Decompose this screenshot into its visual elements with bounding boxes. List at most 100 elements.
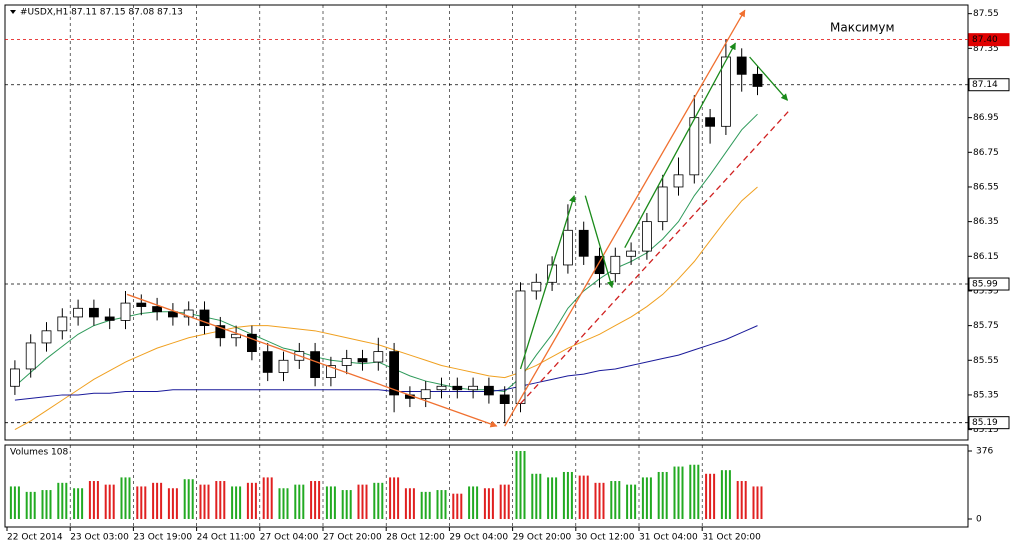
volume-bar	[250, 482, 253, 519]
candle-body	[262, 351, 273, 373]
volume-bar	[203, 484, 206, 519]
volume-bar	[634, 484, 637, 519]
candle-body	[341, 358, 352, 366]
volume-bar	[219, 481, 222, 519]
x-tick-label: 28 Oct 12:00	[386, 533, 445, 543]
candle-body	[563, 229, 573, 266]
volume-bar	[73, 488, 76, 519]
volume-bar	[381, 482, 384, 519]
y-tick-label: 86.35	[973, 217, 999, 227]
volume-bar	[472, 486, 475, 519]
level-label: 87.14	[972, 80, 998, 90]
menu-triangle	[10, 10, 16, 14]
volume-bar	[535, 473, 538, 519]
volume-bar	[673, 466, 676, 519]
volume-bar	[81, 488, 84, 519]
volume-bar	[92, 481, 95, 519]
y-tick-label: 85.95	[973, 286, 999, 296]
volume-bar	[144, 486, 147, 519]
candle-body	[73, 307, 83, 318]
volume-bar	[104, 484, 107, 519]
y-tick-label: 85.15	[973, 425, 999, 435]
candle-body	[721, 56, 731, 127]
volume-bar	[412, 488, 415, 519]
candle-body	[310, 351, 321, 379]
volume-bar	[302, 484, 305, 519]
volume-bar	[357, 484, 360, 519]
x-tick-label: 31 Oct 20:00	[702, 533, 761, 543]
volume-bar	[397, 477, 400, 519]
volume-bar	[349, 490, 352, 519]
x-tick-label: 30 Oct 12:00	[576, 533, 635, 543]
volume-bar	[610, 481, 613, 519]
y-tick-label: 87.35	[973, 44, 999, 54]
trend-line	[519, 194, 576, 370]
volume-bar	[286, 488, 289, 519]
volume-bar	[333, 486, 336, 519]
volume-bar	[487, 488, 490, 519]
volume-bar	[562, 471, 565, 519]
moving-average	[14, 186, 758, 431]
volume-bar	[630, 484, 633, 519]
candle-body	[499, 394, 510, 405]
candle-body	[104, 316, 115, 321]
volume-bar	[645, 477, 648, 519]
level-label: 87.40	[972, 35, 998, 45]
moving-average	[14, 325, 758, 401]
volume-bar	[17, 486, 20, 519]
candle-body	[657, 186, 668, 223]
volume-bar	[740, 481, 743, 519]
volume-bar	[278, 488, 281, 519]
volume-bar	[13, 486, 16, 519]
x-tick-label: 27 Oct 04:00	[260, 533, 319, 543]
level-box	[968, 78, 1010, 92]
volume-bar	[175, 488, 178, 519]
volume-bar	[29, 491, 32, 519]
volume-bar	[270, 477, 273, 519]
volume-bar	[594, 482, 597, 519]
candle-body	[357, 358, 368, 363]
volume-bar	[223, 481, 226, 519]
volume-bar	[345, 490, 348, 519]
level-label: 85.99	[972, 280, 998, 290]
volume-bar	[641, 477, 644, 519]
volume-bar	[713, 473, 716, 519]
volume-bar	[744, 481, 747, 519]
candle-body	[752, 73, 763, 87]
volume-bar	[183, 479, 186, 519]
volume-bar	[468, 486, 471, 519]
volume-bar	[503, 484, 506, 519]
volume-bar	[555, 477, 558, 519]
candle-body	[531, 281, 542, 292]
volume-bar	[523, 451, 526, 519]
candle-body	[705, 117, 715, 127]
candle-body	[89, 307, 99, 318]
volume-bar	[171, 488, 174, 519]
volume-bar	[705, 473, 708, 519]
volume-bar	[231, 486, 234, 519]
volume-bar	[614, 481, 617, 519]
volume-bar	[483, 488, 486, 519]
volume-bar	[689, 464, 692, 519]
candle-body	[578, 229, 589, 257]
volume-bar	[709, 473, 712, 519]
y-tick-label: 86.95	[973, 113, 999, 123]
volume-bar	[239, 486, 242, 519]
candle-body	[483, 385, 494, 396]
volume-bar	[578, 475, 581, 519]
volume-bar	[57, 482, 60, 519]
volume-bar	[697, 464, 700, 519]
volume-bar	[65, 482, 68, 519]
volume-bar	[404, 488, 407, 519]
candle-body	[373, 351, 384, 363]
x-tick-label: 24 Oct 11:00	[197, 533, 256, 543]
volume-bar	[598, 482, 601, 519]
volume-bar	[77, 488, 80, 519]
volume-bar	[420, 491, 423, 519]
candle-body	[41, 330, 52, 344]
volume-bar	[120, 477, 123, 519]
trend-line	[624, 42, 736, 248]
y-tick-label: 87.55	[973, 9, 999, 19]
moving-average	[14, 113, 758, 392]
trend-line	[504, 9, 746, 427]
